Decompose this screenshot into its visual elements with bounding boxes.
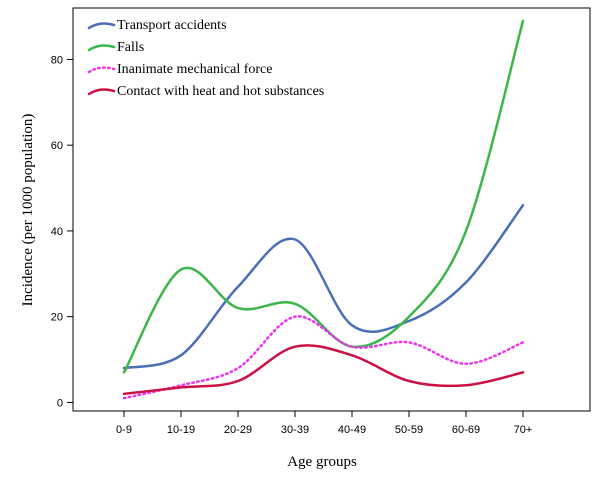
y-axis: 0 20 40 60 80 (51, 54, 73, 409)
y-tick-label: 80 (51, 54, 63, 66)
legend-label: Contact with heat and hot substances (117, 84, 324, 99)
y-tick-label: 20 (51, 312, 63, 324)
plot-frame (72, 7, 591, 412)
data-point (407, 314, 412, 319)
legend-label: Transport accidents (117, 18, 227, 33)
series-line-4 (122, 344, 525, 396)
data-point (464, 228, 469, 233)
x-axis: 0-9 10-19 20-29 30-39 40-49 50-59 60-69 70+ (116, 411, 532, 436)
series-line-3 (122, 315, 525, 400)
series-line-2 (122, 19, 525, 374)
x-tick-label: 10-19 (167, 424, 195, 436)
data-point (293, 237, 298, 242)
x-tick-label: 0-9 (116, 424, 132, 436)
data-point (236, 284, 241, 289)
data-point (521, 18, 526, 23)
series-layer (122, 18, 526, 401)
data-point (179, 267, 184, 272)
data-point (350, 353, 355, 358)
x-tick-label: 40-49 (338, 424, 366, 436)
series-line-1 (122, 203, 525, 370)
y-tick-label: 60 (51, 140, 63, 152)
data-point (293, 314, 298, 319)
legend: Transport accidents Falls Inanimate mechan… (87, 18, 324, 99)
data-point (179, 385, 184, 390)
data-point (293, 301, 298, 306)
legend-swatch (87, 66, 116, 74)
data-point (122, 396, 127, 401)
y-axis-title: Incidence (per 1000 population) (20, 114, 36, 307)
data-point (464, 361, 469, 366)
x-tick-label: 30-39 (281, 424, 309, 436)
data-point (521, 370, 526, 375)
data-point (464, 280, 469, 285)
x-tick-label: 50-59 (395, 424, 423, 436)
x-tick-label: 70+ (514, 424, 533, 436)
data-point (407, 340, 412, 345)
legend-swatch (87, 88, 116, 96)
legend-label: Inanimate mechanical force (117, 62, 272, 77)
data-point (236, 366, 241, 371)
data-point (464, 383, 469, 388)
legend-swatch (87, 22, 116, 30)
legend-swatch (87, 44, 116, 52)
x-tick-label: 20-29 (224, 424, 252, 436)
data-point (521, 203, 526, 208)
data-point (179, 353, 184, 358)
data-point (236, 378, 241, 383)
data-point (350, 344, 355, 349)
data-point (122, 370, 127, 375)
data-point (122, 391, 127, 396)
data-point (407, 378, 412, 383)
y-tick-label: 0 (57, 397, 63, 409)
data-point (350, 323, 355, 328)
y-tick-label: 40 (51, 226, 63, 238)
x-tick-label: 60-69 (452, 424, 480, 436)
x-axis-title: Age groups (287, 454, 357, 470)
data-point (236, 306, 241, 311)
data-point (521, 340, 526, 345)
legend-label: Falls (117, 40, 144, 55)
data-point (293, 344, 298, 349)
